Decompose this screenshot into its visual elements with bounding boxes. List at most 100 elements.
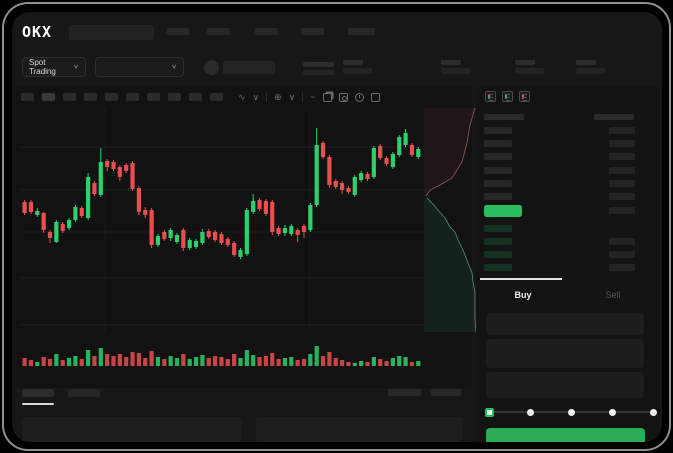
time-icon[interactable]	[354, 92, 364, 102]
tab-sell[interactable]: Sell	[605, 290, 621, 300]
active-tab-indicator	[480, 278, 562, 280]
tab-buy[interactable]: Buy	[514, 290, 532, 300]
timeframe-button[interactable]	[84, 93, 97, 101]
timeframe-button[interactable]	[168, 93, 181, 101]
ask-price-bar[interactable]	[484, 193, 512, 200]
indicators-icon[interactable]: ∿	[238, 91, 246, 102]
toolbar-divider	[302, 92, 304, 102]
chevron-down-icon: ∨	[171, 63, 177, 71]
trade-input-3[interactable]	[486, 372, 644, 398]
toolbar-divider	[266, 92, 268, 102]
okx-logo: OKX	[22, 23, 53, 41]
orders-table-row	[22, 417, 242, 442]
camera-icon[interactable]	[338, 92, 348, 102]
book-asks-icon[interactable]	[519, 91, 530, 102]
volume-chart[interactable]	[20, 342, 426, 366]
pair-name-placeholder	[223, 61, 275, 74]
bid-price-bar[interactable]	[484, 225, 512, 232]
stat-label-placeholder	[515, 60, 535, 65]
stat-label-placeholder	[441, 60, 461, 65]
active-tab-underline	[22, 403, 54, 405]
line-tool-icon[interactable]: ~	[310, 91, 316, 102]
ask-price-bar[interactable]	[484, 167, 512, 174]
nav-item[interactable]	[348, 28, 375, 35]
book-both-icon[interactable]	[485, 91, 496, 102]
bid-amount-bar	[609, 238, 635, 245]
last-price-badge[interactable]	[484, 205, 522, 217]
stat-value-placeholder	[441, 68, 470, 74]
timeframe-button[interactable]	[189, 93, 202, 101]
stat-label-placeholder	[576, 60, 596, 65]
ask-price-bar[interactable]	[484, 180, 512, 187]
chevron-down-icon: ∨	[73, 63, 79, 71]
compare-icon[interactable]: ⊕	[274, 91, 282, 102]
slider-stop[interactable]	[649, 408, 657, 416]
timeframe-button[interactable]	[210, 93, 223, 101]
nav-item[interactable]	[207, 28, 230, 35]
trade-input-1[interactable]	[486, 313, 644, 335]
pair-icon	[204, 60, 219, 75]
slider-stop[interactable]	[608, 408, 616, 416]
bid-price-bar[interactable]	[484, 264, 512, 271]
timeframe-button[interactable]	[63, 93, 76, 101]
price-placeholder	[303, 62, 334, 67]
timeframe-button[interactable]	[42, 93, 55, 101]
icon-lines	[523, 94, 527, 101]
nav-item[interactable]	[166, 28, 189, 35]
market-type-dropdown[interactable]: Spot Trading ∨	[22, 57, 86, 77]
stat-value-placeholder	[343, 68, 372, 74]
slider-stop[interactable]	[567, 408, 575, 416]
bid-price-bar[interactable]	[484, 238, 512, 245]
orders-table-row	[256, 417, 462, 442]
chart-panel: ∿ ∨ ⊕ ∨ ~	[16, 86, 477, 388]
orders-action-placeholder[interactable]	[430, 389, 461, 396]
timeframe-button[interactable]	[105, 93, 118, 101]
slider-handle[interactable]	[484, 407, 494, 417]
stat-label-placeholder	[343, 60, 363, 65]
book-header-amount	[594, 114, 634, 120]
chart-toolbar: ∿ ∨ ⊕ ∨ ~	[238, 89, 380, 105]
fullscreen-icon[interactable]	[370, 92, 380, 102]
ask-amount-bar	[609, 140, 635, 147]
timeframe-button[interactable]	[126, 93, 139, 101]
price-sub-placeholder	[303, 70, 334, 75]
chevron-down-icon[interactable]: ∨	[252, 91, 260, 102]
buy-button[interactable]	[486, 428, 645, 442]
depth-chart	[424, 108, 477, 332]
layers-icon[interactable]	[322, 92, 332, 102]
candlestick-chart[interactable]	[20, 108, 426, 332]
ask-amount-bar	[609, 193, 635, 200]
ask-amount-bar	[609, 167, 635, 174]
bid-amount-bar	[609, 251, 635, 258]
app-window: OKX Spot Trading ∨ ∨ ∿ ∨ ⊕ ∨ ~	[12, 12, 662, 442]
orders-action-placeholder[interactable]	[388, 389, 421, 396]
ask-price-bar[interactable]	[484, 140, 512, 147]
ask-amount-bar	[609, 180, 635, 187]
trade-tabs: Buy Sell	[478, 287, 658, 303]
nav-item[interactable]	[255, 28, 278, 35]
ask-amount-bar	[609, 127, 635, 134]
book-header-price	[484, 114, 524, 120]
ask-price-bar[interactable]	[484, 153, 512, 160]
icon-lines	[506, 94, 510, 101]
slider-stop[interactable]	[526, 408, 534, 416]
ask-price-bar[interactable]	[484, 127, 512, 134]
timeframe-button[interactable]	[21, 93, 34, 101]
nav-item[interactable]	[301, 28, 324, 35]
bid-amount-bar	[609, 264, 635, 271]
timeframe-button[interactable]	[147, 93, 160, 101]
pair-selector-dropdown[interactable]: ∨	[95, 57, 184, 77]
search-input[interactable]	[69, 25, 154, 40]
chevron-down-icon[interactable]: ∨	[288, 91, 296, 102]
ask-amount-bar	[609, 153, 635, 160]
bid-price-bar[interactable]	[484, 251, 512, 258]
orders-tab[interactable]	[68, 389, 100, 397]
book-bids-icon[interactable]	[502, 91, 513, 102]
trade-input-2[interactable]	[486, 339, 644, 368]
orders-tab[interactable]	[22, 389, 54, 397]
stat-value-placeholder	[515, 68, 544, 74]
market-type-label: Spot Trading	[29, 58, 56, 76]
stat-value-placeholder	[576, 68, 605, 74]
